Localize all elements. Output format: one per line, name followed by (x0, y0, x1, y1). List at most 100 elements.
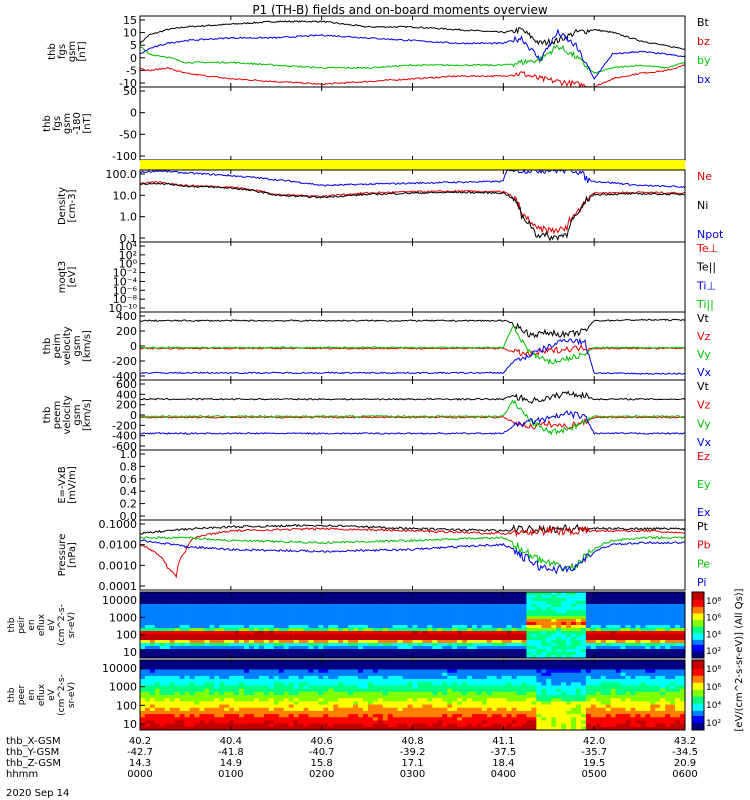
spectrogram-cell (372, 613, 379, 617)
spectrogram-cell (239, 726, 245, 731)
spectrogram-cell (219, 695, 225, 699)
colorbar-cell (692, 656, 704, 659)
spectrogram-cell (164, 646, 171, 650)
spectrogram-cell (501, 720, 507, 724)
spectrogram-cell (546, 643, 552, 647)
spectrogram-cell (348, 640, 354, 644)
spectrogram-cell (402, 682, 408, 686)
spectrogram-cell (561, 655, 567, 659)
spectrogram-cell (392, 675, 398, 680)
spectrogram-cell (590, 640, 597, 644)
spectrogram-cell (234, 631, 240, 635)
spectrogram-cell (521, 688, 527, 693)
spectrogram-cell (412, 646, 418, 650)
spectrogram-cell (531, 663, 537, 667)
spectrogram-cell (471, 628, 478, 632)
spectrogram-cell (209, 704, 215, 709)
spectrogram-cell (501, 660, 507, 664)
spectrogram-cell (566, 622, 572, 626)
spectrogram-cell (288, 607, 294, 611)
spectrogram-cell (209, 701, 215, 705)
spectrogram-cell (585, 631, 592, 635)
spectrogram-cell (258, 655, 265, 659)
spectrogram-cell (551, 655, 557, 659)
spectrogram-cell (422, 613, 428, 617)
spectrogram-cell (675, 646, 681, 650)
spectrogram-cell (630, 669, 636, 674)
spectrogram-cell (576, 717, 582, 721)
spectrogram-cell (496, 663, 502, 667)
spectrogram-cell (392, 622, 398, 626)
spectrogram-cell (442, 637, 448, 641)
spectrogram-cell (298, 610, 304, 614)
spectrogram-cell (308, 607, 314, 611)
spectrogram-cell (402, 598, 408, 602)
spectrogram-cell (442, 613, 448, 617)
spectrogram-cell (526, 598, 532, 602)
spectrogram-cell (645, 595, 651, 599)
spectrogram-cell (531, 669, 537, 674)
spectrogram-cell (323, 660, 329, 664)
spectrogram-cell (194, 631, 200, 635)
spectrogram-cell (630, 704, 636, 709)
spectrogram-cell (249, 655, 255, 659)
spectrogram-cell (561, 652, 567, 656)
spectrogram-cell (348, 695, 354, 699)
spectrogram-cell (209, 595, 215, 599)
spectrogram-cell (457, 679, 463, 683)
spectrogram-cell (323, 666, 329, 670)
spectrogram-cell (184, 592, 190, 596)
spectrogram-cell (650, 655, 656, 659)
spectrogram-cell (204, 707, 210, 712)
spectrogram-cell (397, 610, 403, 614)
spectrogram-cell (462, 675, 468, 680)
spectrogram-cell (144, 679, 151, 683)
spectrogram-cell (501, 619, 507, 623)
spectrogram-cell (333, 666, 339, 670)
spectrogram-cell (595, 628, 602, 632)
spectrogram-cell (630, 660, 636, 664)
spectrogram-cell (343, 622, 349, 626)
spectrogram-cell (194, 637, 200, 641)
spectrogram-cell (422, 622, 428, 626)
spectrogram-cell (546, 682, 552, 686)
spectrogram-cell (462, 616, 468, 620)
spectrogram-cell (278, 717, 284, 721)
spectrogram-cell (164, 652, 171, 656)
spectrogram-cell (283, 610, 289, 614)
spectrogram-cell (229, 595, 235, 599)
y-tick-label: 10.0 (113, 189, 138, 202)
spectrogram-cell (600, 726, 607, 731)
spectrogram-cell (491, 660, 498, 664)
spectrogram-cell (630, 679, 636, 683)
spectrogram-cell (234, 723, 240, 728)
spectrogram-cell (506, 616, 512, 620)
spectrogram-cell (244, 726, 250, 731)
spectrogram-cell (268, 649, 275, 653)
spectrogram-cell (194, 701, 200, 705)
spectrogram-cell (353, 675, 359, 680)
spectrogram-cell (476, 682, 483, 686)
spectrogram-cell (219, 622, 225, 626)
spectrogram-cell (670, 598, 676, 602)
spectrogram-cell (457, 595, 463, 599)
spectrogram-cell (159, 631, 166, 635)
spectrogram-cell (323, 685, 329, 689)
spectrogram-cell (481, 634, 488, 638)
spectrogram-cell (288, 698, 294, 702)
spectrogram-cell (422, 698, 428, 702)
spectrogram-cell (437, 631, 443, 635)
spectrogram-cell (462, 607, 468, 611)
spectrogram-cell (144, 607, 151, 611)
spectrogram-cell (144, 622, 151, 626)
spectrogram-cell (362, 701, 369, 705)
spectrogram-cell (427, 622, 433, 626)
spectrogram-cell (536, 625, 542, 629)
colorbar-cell (692, 601, 704, 604)
spectrogram-cell (164, 726, 171, 731)
spectrogram-cell (219, 601, 225, 605)
spectrogram-cell (610, 669, 616, 674)
spectrogram-cell (496, 622, 502, 626)
spectrogram-cell (313, 643, 319, 647)
spectrogram-cell (189, 688, 195, 693)
